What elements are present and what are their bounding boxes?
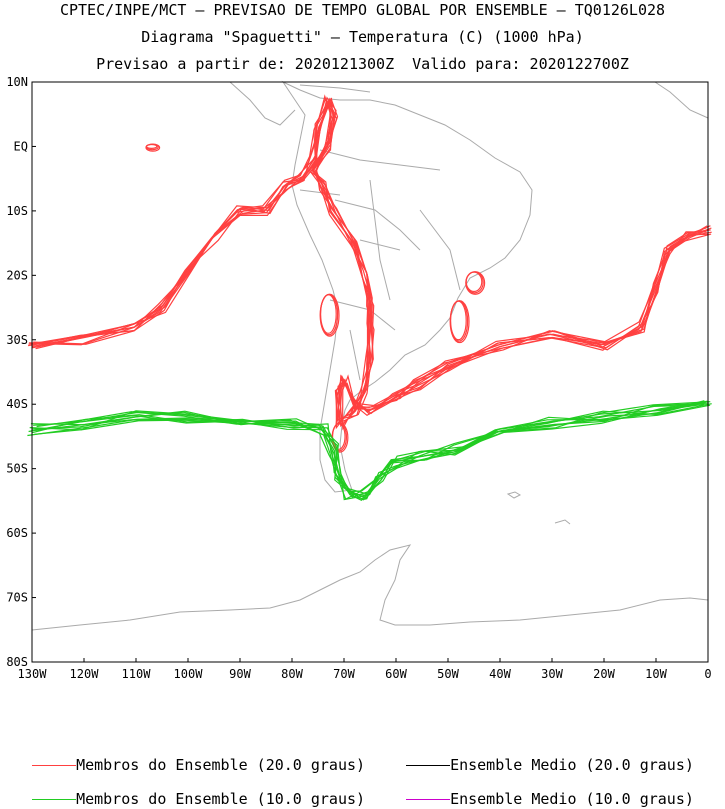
lon-label: 60W <box>385 667 407 681</box>
legend-item-black-mean: Ensemble Medio (20.0 graus) <box>388 735 694 775</box>
legend-label-black-mean: Ensemble Medio (20.0 graus) <box>450 756 694 774</box>
lon-label: 10W <box>645 667 667 681</box>
lat-label: 60S <box>6 526 28 540</box>
header-dates: Previsao a partir de: 2020121300Z Valido… <box>96 55 629 73</box>
header-subtitle: Diagrama "Spaguetti" – Temperatura (C) (… <box>141 28 584 46</box>
lat-label: 10N <box>6 75 28 89</box>
longitude-labels: 130W 120W 110W 100W 90W 80W 70W 60W 50W 40W 30W 20W… <box>18 658 712 681</box>
lat-label: 40S <box>6 397 28 411</box>
lat-label: 50S <box>6 462 28 476</box>
lon-label: 80W <box>281 667 303 681</box>
ensemble-member-20-contour <box>35 99 711 431</box>
legend-label-purple-mean: Ensemble Medio (10.0 graus) <box>450 790 694 808</box>
latitude-labels: 10N EQ 10S 20S 30S 40S 50S 60S 70S 80S <box>6 75 36 669</box>
ensemble-members-10 <box>27 400 712 501</box>
ensemble-member-20-closed-contour <box>465 271 486 295</box>
ensemble-member-10-contour <box>27 402 709 496</box>
ensemble-member-10-contour <box>36 402 706 493</box>
legend-item-purple-mean: Ensemble Medio (10.0 graus) <box>388 769 694 809</box>
lon-label: 100W <box>174 667 204 681</box>
ensemble-member-10-contour <box>29 403 705 500</box>
falkland-islands <box>506 491 522 499</box>
spaghetti-map: 10N EQ 10S 20S 30S 40S 50S 60S 70S 80S 130W 120W 11… <box>6 75 712 681</box>
ensemble-members-20 <box>27 94 712 453</box>
south-georgia <box>554 519 571 525</box>
lat-label: 70S <box>6 591 28 605</box>
ensemble-member-20-contour <box>27 102 712 420</box>
legend-swatch-red <box>32 765 77 766</box>
ensemble-member-20-contour <box>31 102 707 426</box>
ensemble-member-20-contour <box>31 97 707 425</box>
ensemble-member-10-contour <box>28 403 712 500</box>
ensemble-member-20-contour <box>32 97 708 427</box>
lat-label: 20S <box>6 268 28 282</box>
ensemble-member-10-contour <box>30 404 708 496</box>
lon-label: 130W <box>18 667 48 681</box>
legend-item-red-members: Membros do Ensemble (20.0 graus) <box>14 735 365 775</box>
lon-label: 40W <box>489 667 511 681</box>
legend-swatch-purple <box>406 799 451 800</box>
lon-label: 0 <box>704 667 711 681</box>
lon-label: 90W <box>229 667 251 681</box>
ensemble-member-20-contour <box>35 96 711 430</box>
lat-label: EQ <box>14 139 28 153</box>
lat-label: 30S <box>6 333 28 347</box>
antarctica-coast <box>31 544 709 631</box>
ensemble-member-10-contour <box>31 404 711 500</box>
ensemble-member-20-contour <box>32 104 708 426</box>
legend-swatch-green <box>32 799 77 800</box>
lon-label: 20W <box>593 667 615 681</box>
lon-label: 50W <box>437 667 459 681</box>
ensemble-member-20-closed-contour <box>449 300 470 344</box>
ensemble-member-10-contour <box>34 401 711 501</box>
lon-label: 110W <box>122 667 152 681</box>
ensemble-member-20-closed-contour <box>145 143 161 152</box>
lon-label: 120W <box>70 667 100 681</box>
legend-swatch-black <box>406 765 451 766</box>
header-title: CPTEC/INPE/MCT – PREVISAO DE TEMPO GLOBA… <box>59 1 666 19</box>
ensemble-member-20-closed-contour <box>319 293 340 337</box>
lat-label: 80S <box>6 655 28 669</box>
africa-coast <box>654 81 709 119</box>
lon-label: 70W <box>333 667 355 681</box>
legend-label-green-members: Membros do Ensemble (10.0 graus) <box>76 790 366 808</box>
ensemble-member-20-contour <box>28 97 712 422</box>
lat-label: 10S <box>6 204 28 218</box>
lon-label: 30W <box>541 667 563 681</box>
legend-item-green-members: Membros do Ensemble (10.0 graus) <box>14 769 365 809</box>
central-america-coast <box>229 81 371 126</box>
legend-label-red-members: Membros do Ensemble (20.0 graus) <box>76 756 366 774</box>
map-frame <box>31 81 709 663</box>
ensemble-member-20-contour <box>33 99 708 428</box>
